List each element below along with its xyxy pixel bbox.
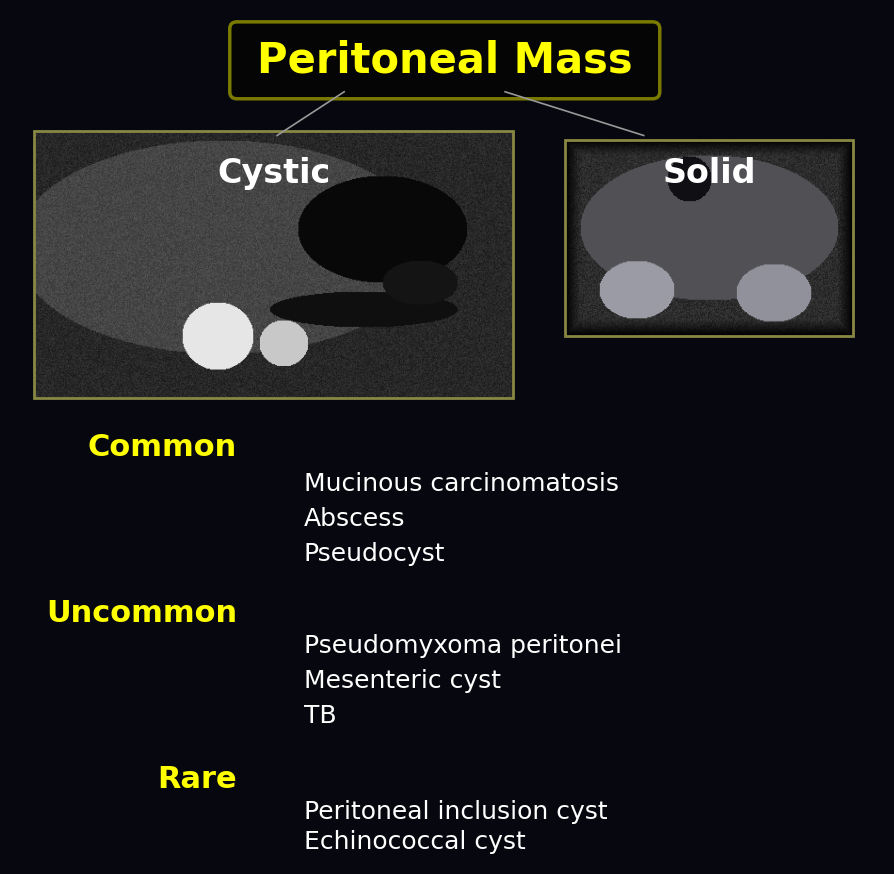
Text: Mucinous carcinomatosis: Mucinous carcinomatosis bbox=[304, 472, 619, 496]
Text: Solid: Solid bbox=[662, 157, 755, 191]
Text: Echinococcal cyst: Echinococcal cyst bbox=[304, 830, 526, 854]
Text: Pseudomyxoma peritonei: Pseudomyxoma peritonei bbox=[304, 634, 622, 657]
Text: Peritoneal Mass: Peritoneal Mass bbox=[257, 39, 632, 81]
Text: Rare: Rare bbox=[157, 765, 237, 794]
Text: Cystic: Cystic bbox=[217, 157, 330, 191]
Text: Common: Common bbox=[88, 433, 237, 461]
Text: Mesenteric cyst: Mesenteric cyst bbox=[304, 669, 501, 692]
Text: Abscess: Abscess bbox=[304, 507, 406, 531]
Text: TB: TB bbox=[304, 704, 336, 727]
Text: Peritoneal inclusion cyst: Peritoneal inclusion cyst bbox=[304, 800, 608, 823]
Text: Pseudocyst: Pseudocyst bbox=[304, 542, 445, 565]
FancyBboxPatch shape bbox=[230, 22, 660, 99]
Text: Uncommon: Uncommon bbox=[46, 599, 237, 628]
